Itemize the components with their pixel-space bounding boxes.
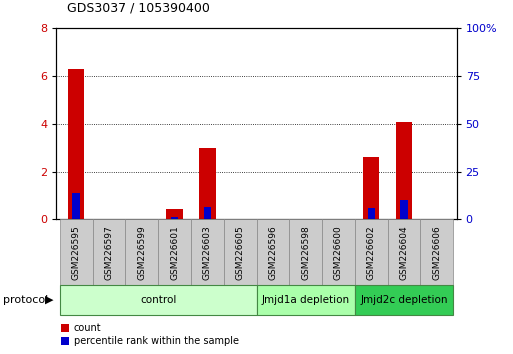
FancyBboxPatch shape bbox=[256, 285, 355, 315]
Text: GSM226596: GSM226596 bbox=[268, 226, 278, 280]
Text: GSM226601: GSM226601 bbox=[170, 226, 179, 280]
FancyBboxPatch shape bbox=[224, 219, 256, 287]
FancyBboxPatch shape bbox=[191, 219, 224, 287]
Text: protocol: protocol bbox=[3, 295, 48, 305]
FancyBboxPatch shape bbox=[92, 219, 125, 287]
Legend: count, percentile rank within the sample: count, percentile rank within the sample bbox=[61, 324, 239, 346]
FancyBboxPatch shape bbox=[60, 219, 92, 287]
Text: GSM226605: GSM226605 bbox=[235, 226, 245, 280]
FancyBboxPatch shape bbox=[289, 219, 322, 287]
Text: GSM226603: GSM226603 bbox=[203, 226, 212, 280]
FancyBboxPatch shape bbox=[158, 219, 191, 287]
FancyBboxPatch shape bbox=[421, 219, 453, 287]
FancyBboxPatch shape bbox=[256, 219, 289, 287]
Bar bbox=[204, 207, 211, 219]
Text: GSM226599: GSM226599 bbox=[137, 226, 146, 280]
FancyBboxPatch shape bbox=[125, 219, 158, 287]
Text: GSM226598: GSM226598 bbox=[301, 226, 310, 280]
FancyBboxPatch shape bbox=[388, 219, 421, 287]
Bar bbox=[396, 121, 412, 219]
Bar bbox=[72, 193, 80, 219]
Text: GSM226606: GSM226606 bbox=[432, 226, 441, 280]
Bar bbox=[166, 209, 183, 219]
Bar bbox=[363, 157, 380, 219]
FancyBboxPatch shape bbox=[60, 285, 256, 315]
Text: ▶: ▶ bbox=[45, 295, 53, 305]
Text: GDS3037 / 105390400: GDS3037 / 105390400 bbox=[67, 1, 210, 14]
Text: control: control bbox=[140, 295, 176, 305]
Text: GSM226597: GSM226597 bbox=[105, 226, 113, 280]
Text: GSM226600: GSM226600 bbox=[334, 226, 343, 280]
Bar bbox=[401, 200, 408, 219]
Bar bbox=[368, 208, 375, 219]
Bar bbox=[171, 217, 178, 219]
Text: GSM226604: GSM226604 bbox=[400, 226, 408, 280]
Text: GSM226602: GSM226602 bbox=[367, 226, 376, 280]
Text: GSM226595: GSM226595 bbox=[72, 226, 81, 280]
FancyBboxPatch shape bbox=[322, 219, 355, 287]
FancyBboxPatch shape bbox=[355, 219, 388, 287]
Bar bbox=[199, 148, 215, 219]
Bar bbox=[68, 69, 84, 219]
Text: Jmjd1a depletion: Jmjd1a depletion bbox=[262, 295, 350, 305]
FancyBboxPatch shape bbox=[355, 285, 453, 315]
Text: Jmjd2c depletion: Jmjd2c depletion bbox=[360, 295, 448, 305]
